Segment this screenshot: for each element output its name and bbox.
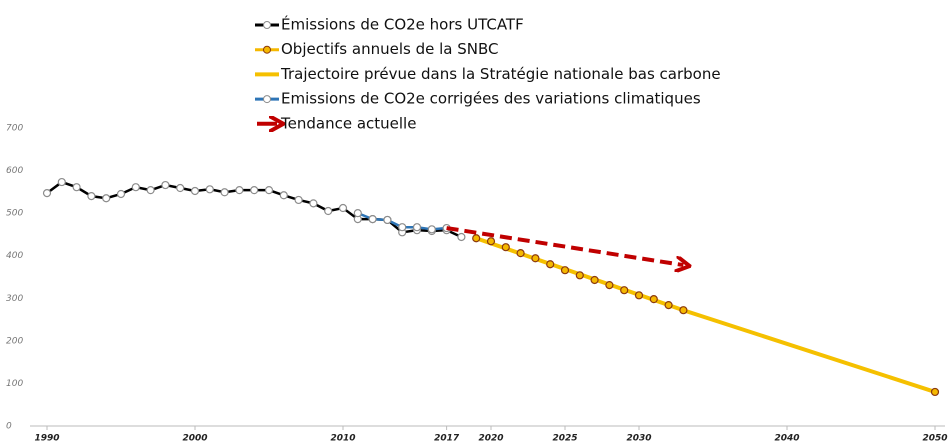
data-point	[560, 266, 570, 275]
data-point	[235, 186, 244, 195]
data-point	[42, 189, 52, 198]
data-point	[250, 186, 259, 195]
x-tick-label: 2050	[922, 434, 947, 444]
data-point	[146, 186, 155, 195]
y-tick-label: 100	[6, 379, 23, 389]
data-point	[501, 243, 510, 252]
y-tick-label: 700	[6, 124, 23, 134]
y-tick-label: 600	[6, 166, 23, 176]
data-point	[546, 260, 555, 269]
y-tick-label: 300	[6, 294, 23, 304]
data-point	[102, 194, 111, 203]
data-point	[161, 180, 170, 190]
legend-label: Tendance actuelle	[280, 114, 416, 132]
legend-marker	[263, 95, 271, 104]
y-tick-label: 200	[6, 336, 23, 346]
legend-label: Emissions de CO2e corrigées des variatio…	[281, 90, 701, 108]
data-point	[383, 215, 392, 225]
y-tick-label: 0	[6, 422, 12, 432]
data-point	[116, 189, 126, 199]
data-point	[176, 183, 185, 193]
series-line	[475, 236, 936, 394]
data-point	[679, 306, 688, 315]
data-point	[486, 237, 496, 246]
x-tick-label: 2040	[774, 434, 799, 444]
x-tick-label: 2030	[626, 434, 651, 444]
data-point	[220, 188, 229, 197]
data-point	[634, 291, 644, 300]
data-point	[575, 271, 584, 280]
x-tick-label: 2000	[182, 434, 207, 444]
x-tick-label: 2020	[478, 434, 503, 444]
data-point	[457, 232, 466, 242]
data-point	[324, 206, 333, 216]
data-point	[531, 254, 540, 263]
data-point	[620, 286, 629, 295]
y-tick-label: 400	[6, 251, 23, 261]
data-point	[131, 183, 140, 192]
data-point	[398, 223, 407, 232]
data-point	[930, 387, 940, 397]
y-tick-label: 500	[6, 209, 23, 219]
data-point	[353, 209, 362, 218]
data-point	[72, 183, 81, 192]
data-point	[294, 195, 303, 205]
data-point	[190, 186, 200, 196]
x-tick-label: 2010	[330, 434, 355, 444]
data-point	[605, 280, 614, 290]
data-point	[664, 300, 673, 310]
x-tick-label: 1990	[34, 434, 59, 444]
x-tick-label: 2025	[552, 434, 577, 444]
data-point	[87, 192, 96, 201]
legend-marker	[263, 45, 271, 54]
legend-label: Objectifs annuels de la SNBC	[281, 40, 498, 58]
data-point	[57, 177, 66, 187]
x-tick-label: 2017	[434, 434, 460, 444]
legend-label: Trajectoire prévue dans la Stratégie nat…	[280, 65, 721, 83]
data-point	[516, 249, 525, 258]
data-point	[368, 215, 377, 224]
data-point	[264, 186, 274, 195]
data-point	[309, 199, 318, 208]
data-point	[427, 225, 436, 234]
legend-label: Émissions de CO2e hors UTCATF	[281, 15, 524, 34]
data-point	[649, 295, 658, 304]
data-point	[472, 234, 481, 243]
series-line	[446, 226, 684, 265]
data-point	[412, 223, 422, 232]
data-point	[205, 185, 214, 194]
data-point	[590, 275, 599, 285]
legend-marker	[263, 21, 271, 29]
data-point	[279, 191, 288, 200]
data-point	[338, 203, 348, 213]
